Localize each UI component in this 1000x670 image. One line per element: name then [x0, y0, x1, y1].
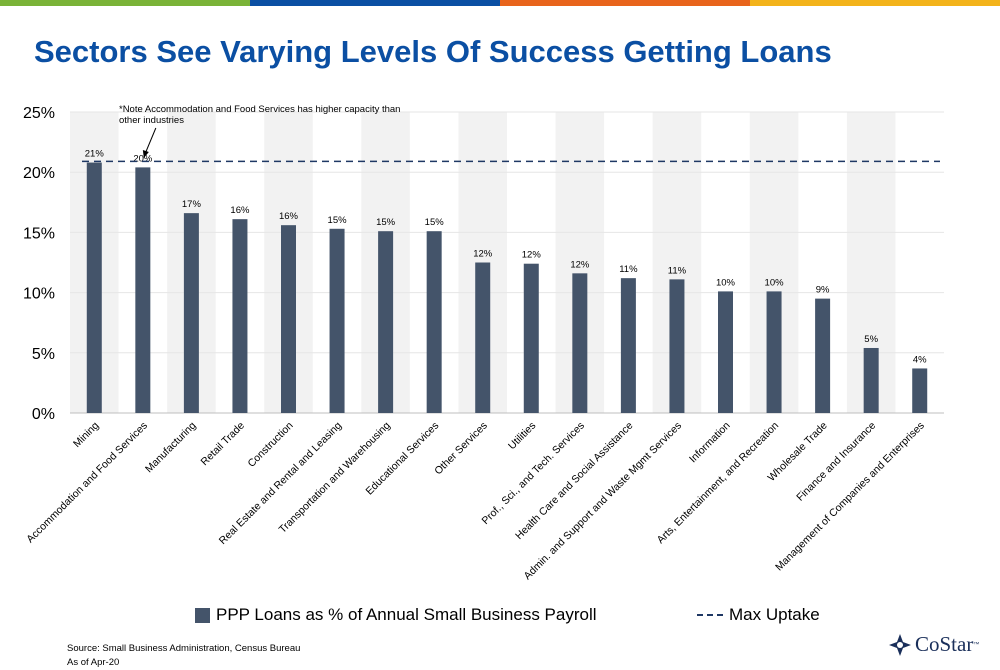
category-label: Mining	[71, 420, 101, 450]
category-label: Construction	[245, 420, 295, 470]
legend-item-max-uptake: Max Uptake	[697, 605, 820, 625]
note-arrowhead	[142, 150, 149, 158]
bar	[912, 368, 928, 413]
stripe-blue	[250, 0, 500, 6]
legend-label-ppp: PPP Loans as % of Annual Small Business …	[216, 605, 597, 624]
data-label: 21%	[85, 149, 105, 160]
category-label: Retail Trade	[199, 420, 248, 469]
data-label: 17%	[182, 199, 202, 210]
category-label: Utilities	[506, 420, 538, 452]
data-label: 12%	[570, 259, 590, 270]
data-label: 9%	[816, 285, 830, 296]
category-label: Information	[687, 420, 733, 466]
bar	[183, 213, 199, 413]
chart-note: *Note Accommodation and Food Services ha…	[119, 104, 401, 126]
y-tick-label: 20%	[23, 165, 55, 182]
stripe-orange	[500, 0, 750, 6]
header-color-stripe	[0, 0, 1000, 6]
data-label: 11%	[619, 264, 638, 275]
bar	[572, 273, 588, 413]
bar	[135, 167, 151, 413]
data-label: 10%	[765, 277, 785, 288]
data-label: 12%	[473, 249, 493, 260]
logo-trademark: ™	[973, 641, 980, 648]
bar	[281, 225, 296, 413]
costar-logo: CoStar ™	[889, 632, 979, 657]
data-label: 15%	[425, 217, 445, 228]
chart-legend: PPP Loans as % of Annual Small Business …	[0, 605, 1000, 629]
data-label: 15%	[376, 217, 396, 228]
footer: Source: Small Business Administration, C…	[67, 642, 300, 670]
y-tick-label: 25%	[23, 105, 55, 122]
bar	[815, 298, 831, 413]
y-tick-label: 10%	[23, 286, 55, 303]
bar	[475, 262, 491, 413]
data-label: 5%	[864, 334, 878, 345]
bar	[232, 219, 248, 413]
data-label: 4%	[913, 354, 927, 365]
stripe-green	[0, 0, 250, 6]
bar	[718, 291, 733, 413]
legend-item-ppp: PPP Loans as % of Annual Small Business …	[195, 605, 597, 625]
category-label: Manufacturing	[143, 420, 199, 476]
data-label: 16%	[230, 205, 250, 216]
y-tick-label: 15%	[23, 225, 55, 242]
legend-dash-max-uptake	[697, 614, 723, 616]
bar	[426, 231, 442, 413]
data-label: 20%	[133, 153, 153, 164]
source-note: Source: Small Business Administration, C…	[67, 643, 301, 654]
stripe-yellow	[750, 0, 1000, 6]
category-label: Finance and Insurance	[794, 420, 878, 504]
category-label: Prof., Sci., and Tech. Services	[480, 420, 587, 527]
data-label: 16%	[279, 211, 299, 222]
bar	[523, 263, 539, 413]
page-title: Sectors See Varying Levels Of Success Ge…	[34, 34, 832, 69]
legend-swatch-ppp	[195, 607, 210, 623]
legend-label-max-uptake: Max Uptake	[729, 605, 820, 624]
data-label: 15%	[328, 215, 348, 226]
as-of-note: As of Apr-20	[67, 657, 120, 668]
bar	[378, 231, 394, 413]
bar	[863, 347, 879, 413]
note-arrow	[145, 127, 157, 153]
costar-star-icon	[889, 633, 911, 656]
logo-text: CoStar	[915, 632, 974, 656]
data-label: 12%	[522, 250, 542, 261]
data-label: 10%	[716, 277, 736, 288]
bar	[669, 279, 685, 413]
bar	[86, 162, 102, 413]
bar	[766, 291, 782, 413]
data-label: 11%	[668, 265, 687, 276]
bar	[329, 228, 345, 413]
y-tick-label: 0%	[32, 406, 55, 423]
bar	[620, 278, 636, 413]
y-tick-label: 5%	[32, 346, 55, 363]
bar-chart: 0%5%10%15%20%25%21%Mining20%Accommodatio…	[23, 105, 944, 582]
